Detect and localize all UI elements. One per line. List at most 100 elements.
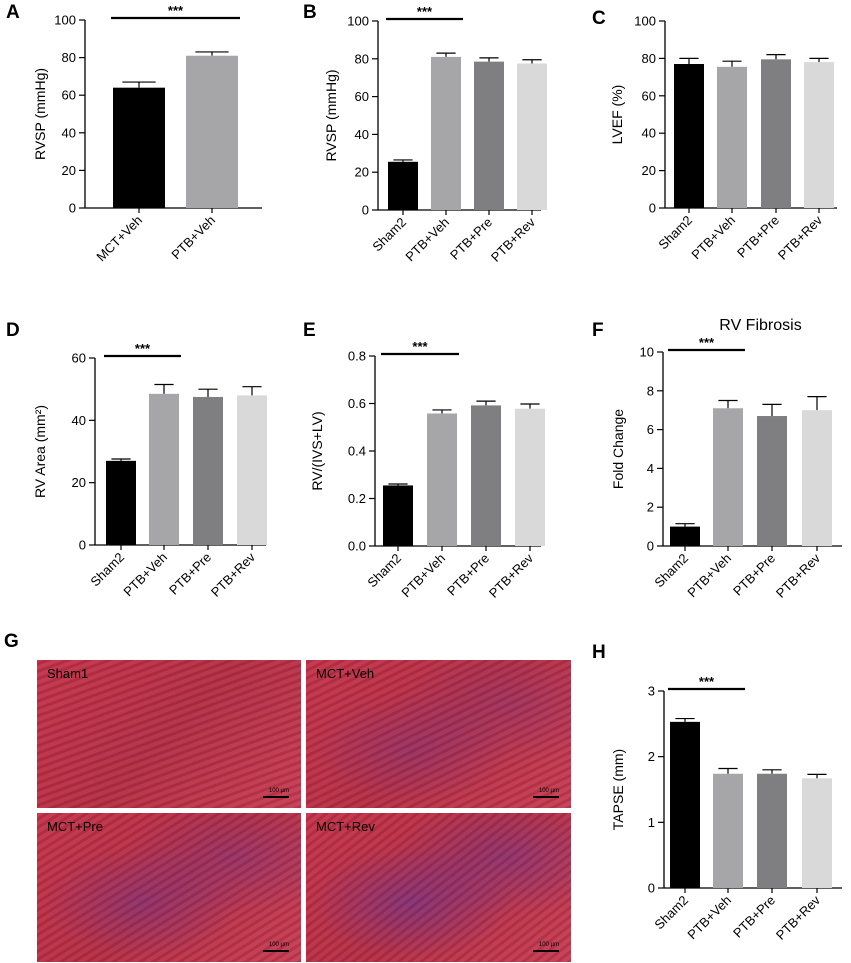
category-label: Sham2 — [87, 550, 127, 590]
significance-label: *** — [699, 335, 715, 350]
y-tick-label: 80 — [62, 50, 76, 65]
y-tick-label: 0 — [647, 539, 654, 554]
category-label: PTB+Veh — [168, 213, 218, 263]
category-label: PTB+Veh — [120, 550, 170, 600]
y-axis-label: Fold Change — [610, 409, 626, 489]
significance-label: *** — [417, 4, 433, 19]
y-tick-label: 0.8 — [348, 349, 366, 364]
chart-title: RV Fibrosis — [719, 317, 801, 334]
y-tick-label: 40 — [642, 126, 656, 141]
y-tick-label: 80 — [355, 51, 369, 66]
y-tick-label: 60 — [355, 89, 369, 104]
category-label: Sham2 — [369, 215, 409, 255]
category-label: PTB+Pre — [166, 550, 214, 598]
bar — [717, 66, 747, 208]
chart-panel-d: D 0 20 40 60 RV Area (mm²) Sham2PTB+VehPTB+Pre… — [6, 320, 267, 600]
histology-image-1: MCT+Veh 100 µm — [306, 660, 571, 808]
category-label: PTB+Veh — [684, 551, 734, 601]
category-label: PTB+Veh — [402, 215, 452, 265]
histology-label: MCT+Rev — [316, 819, 375, 834]
y-tick-label: 0.0 — [348, 539, 366, 554]
chart-panel-e: E0.00.20.40.60.8RV/(IVS+LV)Sham2PTB+VehP… — [303, 320, 545, 601]
panel-letter: D — [6, 320, 20, 341]
category-label: PTB+Rev — [773, 550, 824, 601]
y-tick-label: 60 — [642, 88, 656, 103]
category-label: PTB+Veh — [688, 213, 738, 263]
panel-letter: E — [303, 320, 316, 341]
panel-letter: B — [303, 2, 317, 23]
y-tick-label: 4 — [647, 461, 654, 476]
y-tick-label: 20 — [62, 163, 76, 178]
y-tick-label: 80 — [642, 51, 656, 66]
y-tick-label: 3 — [648, 684, 655, 699]
bar — [149, 393, 179, 545]
bar — [761, 59, 791, 209]
y-tick-label: 100 — [54, 13, 76, 28]
category-label: PTB+Rev — [208, 549, 259, 600]
y-tick-label: 20 — [72, 475, 86, 490]
scale-bar — [533, 796, 559, 798]
significance-label: *** — [412, 339, 428, 354]
significance-label: *** — [699, 674, 715, 689]
scale-bar-label: 100 µm — [268, 942, 289, 948]
y-tick-label: 60 — [72, 351, 86, 366]
category-label: PTB+Rev — [486, 550, 537, 601]
category-label: MCT+Veh — [93, 213, 145, 265]
y-axis-label: LVEF (%) — [609, 85, 625, 145]
scale-bar-label: 100 µm — [268, 788, 289, 794]
scale-bar-label: 100 µm — [538, 942, 559, 948]
y-tick-label: 0.4 — [348, 444, 366, 459]
category-label: Sham2 — [655, 213, 695, 253]
y-tick-label: 0.6 — [348, 396, 366, 411]
y-tick-label: 40 — [62, 125, 76, 140]
bar — [674, 64, 704, 208]
y-tick-label: 2 — [647, 500, 654, 515]
panel-letter: H — [592, 642, 606, 663]
bar — [388, 161, 418, 210]
bar — [713, 773, 743, 888]
bar — [431, 56, 461, 210]
category-label: Sham2 — [364, 551, 404, 591]
chart-panel-f: F 0 2 4 6 8 10 Fold Change RV Fibrosis Sham2PTB+V… — [592, 317, 842, 601]
category-label: PTB+Rev — [775, 212, 826, 263]
y-tick-label: 8 — [647, 383, 654, 398]
bar — [474, 61, 504, 211]
scale-bar — [263, 796, 289, 798]
bar — [670, 721, 700, 888]
y-axis-label: TAPSE (mm) — [610, 749, 626, 830]
y-axis-label: RVSP (mmHg) — [323, 69, 339, 161]
y-tick-label: 20 — [642, 163, 656, 178]
bar — [804, 62, 834, 208]
histology-label: MCT+Veh — [316, 666, 375, 681]
panel-letter: C — [592, 8, 606, 29]
bar — [515, 408, 545, 546]
y-axis-label: RV/(IVS+LV) — [309, 411, 325, 490]
chart-panel-a: A 0 20 40 60 80 100 RVSP (mmHg) MCT+Veh PTB+Veh **… — [6, 2, 262, 264]
scale-bar-label: 100 µm — [538, 788, 559, 794]
bar — [757, 773, 787, 888]
y-tick-label: 10 — [640, 345, 654, 360]
y-tick-label: 40 — [72, 413, 86, 428]
panel-letter: G — [4, 631, 19, 652]
bar — [670, 526, 700, 546]
bar — [237, 395, 267, 545]
category-label: PTB+Pre — [730, 551, 778, 599]
category-label: PTB+Veh — [398, 551, 448, 601]
y-tick-label: 20 — [355, 165, 369, 180]
bar — [427, 413, 457, 546]
panel-letter: A — [6, 2, 20, 23]
scale-bar — [263, 950, 289, 952]
category-label: PTB+Veh — [684, 893, 734, 943]
y-tick-label: 60 — [62, 88, 76, 103]
bar — [471, 405, 501, 546]
bar — [713, 408, 743, 546]
bar — [106, 460, 136, 545]
y-axis-label: RV Area (mm²) — [32, 405, 48, 498]
y-tick-label: 0 — [69, 201, 76, 216]
histology-label: Sham1 — [47, 666, 89, 681]
category-label: PTB+Rev — [488, 214, 539, 265]
bar — [802, 778, 832, 888]
